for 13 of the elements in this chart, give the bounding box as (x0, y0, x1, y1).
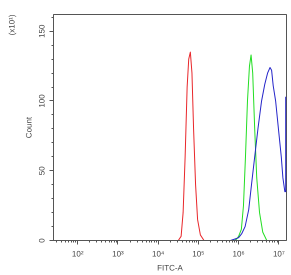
x-tick-label: 10³ (112, 250, 124, 258)
y-tick-label: 100 (38, 94, 46, 108)
y-axis-title: Count (24, 116, 34, 138)
x-tick-label: 10⁷ (272, 250, 285, 258)
x-tick-label: 10⁵ (192, 250, 205, 258)
x-tick-label: 10² (72, 250, 84, 258)
x-tick-label: 10⁴ (152, 250, 165, 258)
x-axis-title: FITC-A (157, 264, 184, 272)
y-tick-label: 50 (38, 166, 46, 176)
y-tick-label: 150 (38, 24, 46, 38)
y-tick-label: 0 (38, 238, 46, 243)
x-tick-label: 10⁶ (232, 250, 245, 258)
text: (x10¹) (8, 14, 16, 36)
